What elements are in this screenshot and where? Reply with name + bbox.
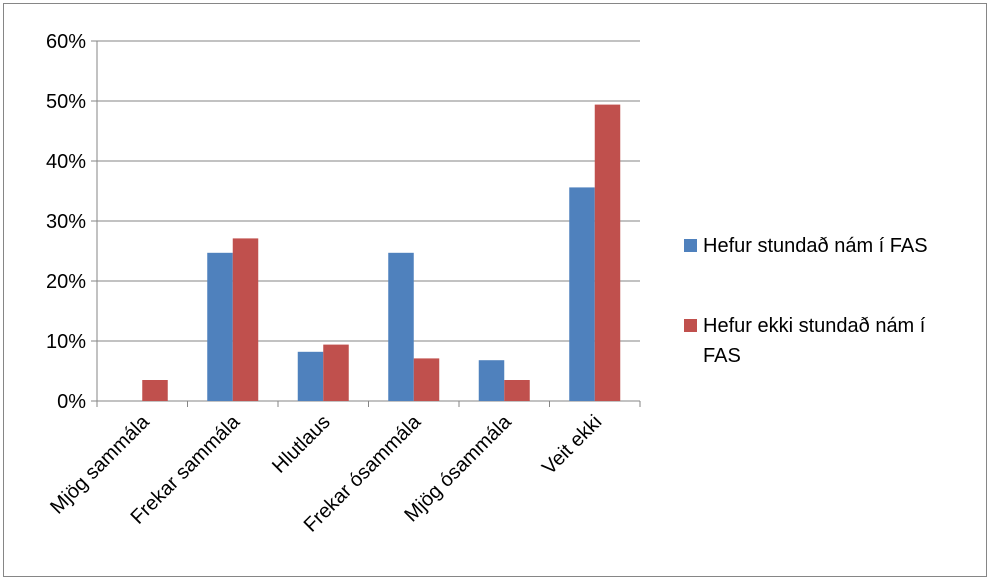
bar: [297, 351, 324, 401]
bar: [388, 252, 414, 401]
legend-label-line: FAS: [703, 345, 741, 367]
legend-label-line: Hefur stundað nám í FAS: [703, 235, 928, 257]
bar: [413, 358, 440, 401]
legend-label-line: Hefur ekki stundað nám í: [703, 315, 926, 337]
y-tick-label: 0%: [57, 391, 86, 413]
y-tick-label: 20%: [46, 271, 86, 293]
y-tick-label: 50%: [46, 91, 86, 113]
bar: [232, 238, 259, 401]
y-tick-label: 40%: [46, 151, 86, 173]
legend-label: Hefur stundað nám í FAS: [703, 235, 928, 257]
category-label: Veit ekki: [538, 411, 606, 479]
bar: [478, 360, 505, 401]
y-tick-label: 30%: [46, 211, 86, 233]
bar: [323, 344, 349, 401]
legend-label: Hefur ekki stundað nám í FAS: [703, 315, 926, 367]
bar: [504, 380, 530, 401]
y-tick-label: 10%: [46, 331, 86, 353]
bar: [142, 380, 168, 401]
category-label: Hlutlaus: [268, 411, 335, 478]
y-tick-label: 60%: [46, 31, 86, 53]
bar: [569, 187, 595, 401]
bar: [594, 104, 621, 401]
bar: [207, 252, 233, 401]
chart-frame: [3, 3, 987, 577]
legend-swatch: [684, 319, 697, 332]
legend-swatch: [684, 239, 697, 252]
